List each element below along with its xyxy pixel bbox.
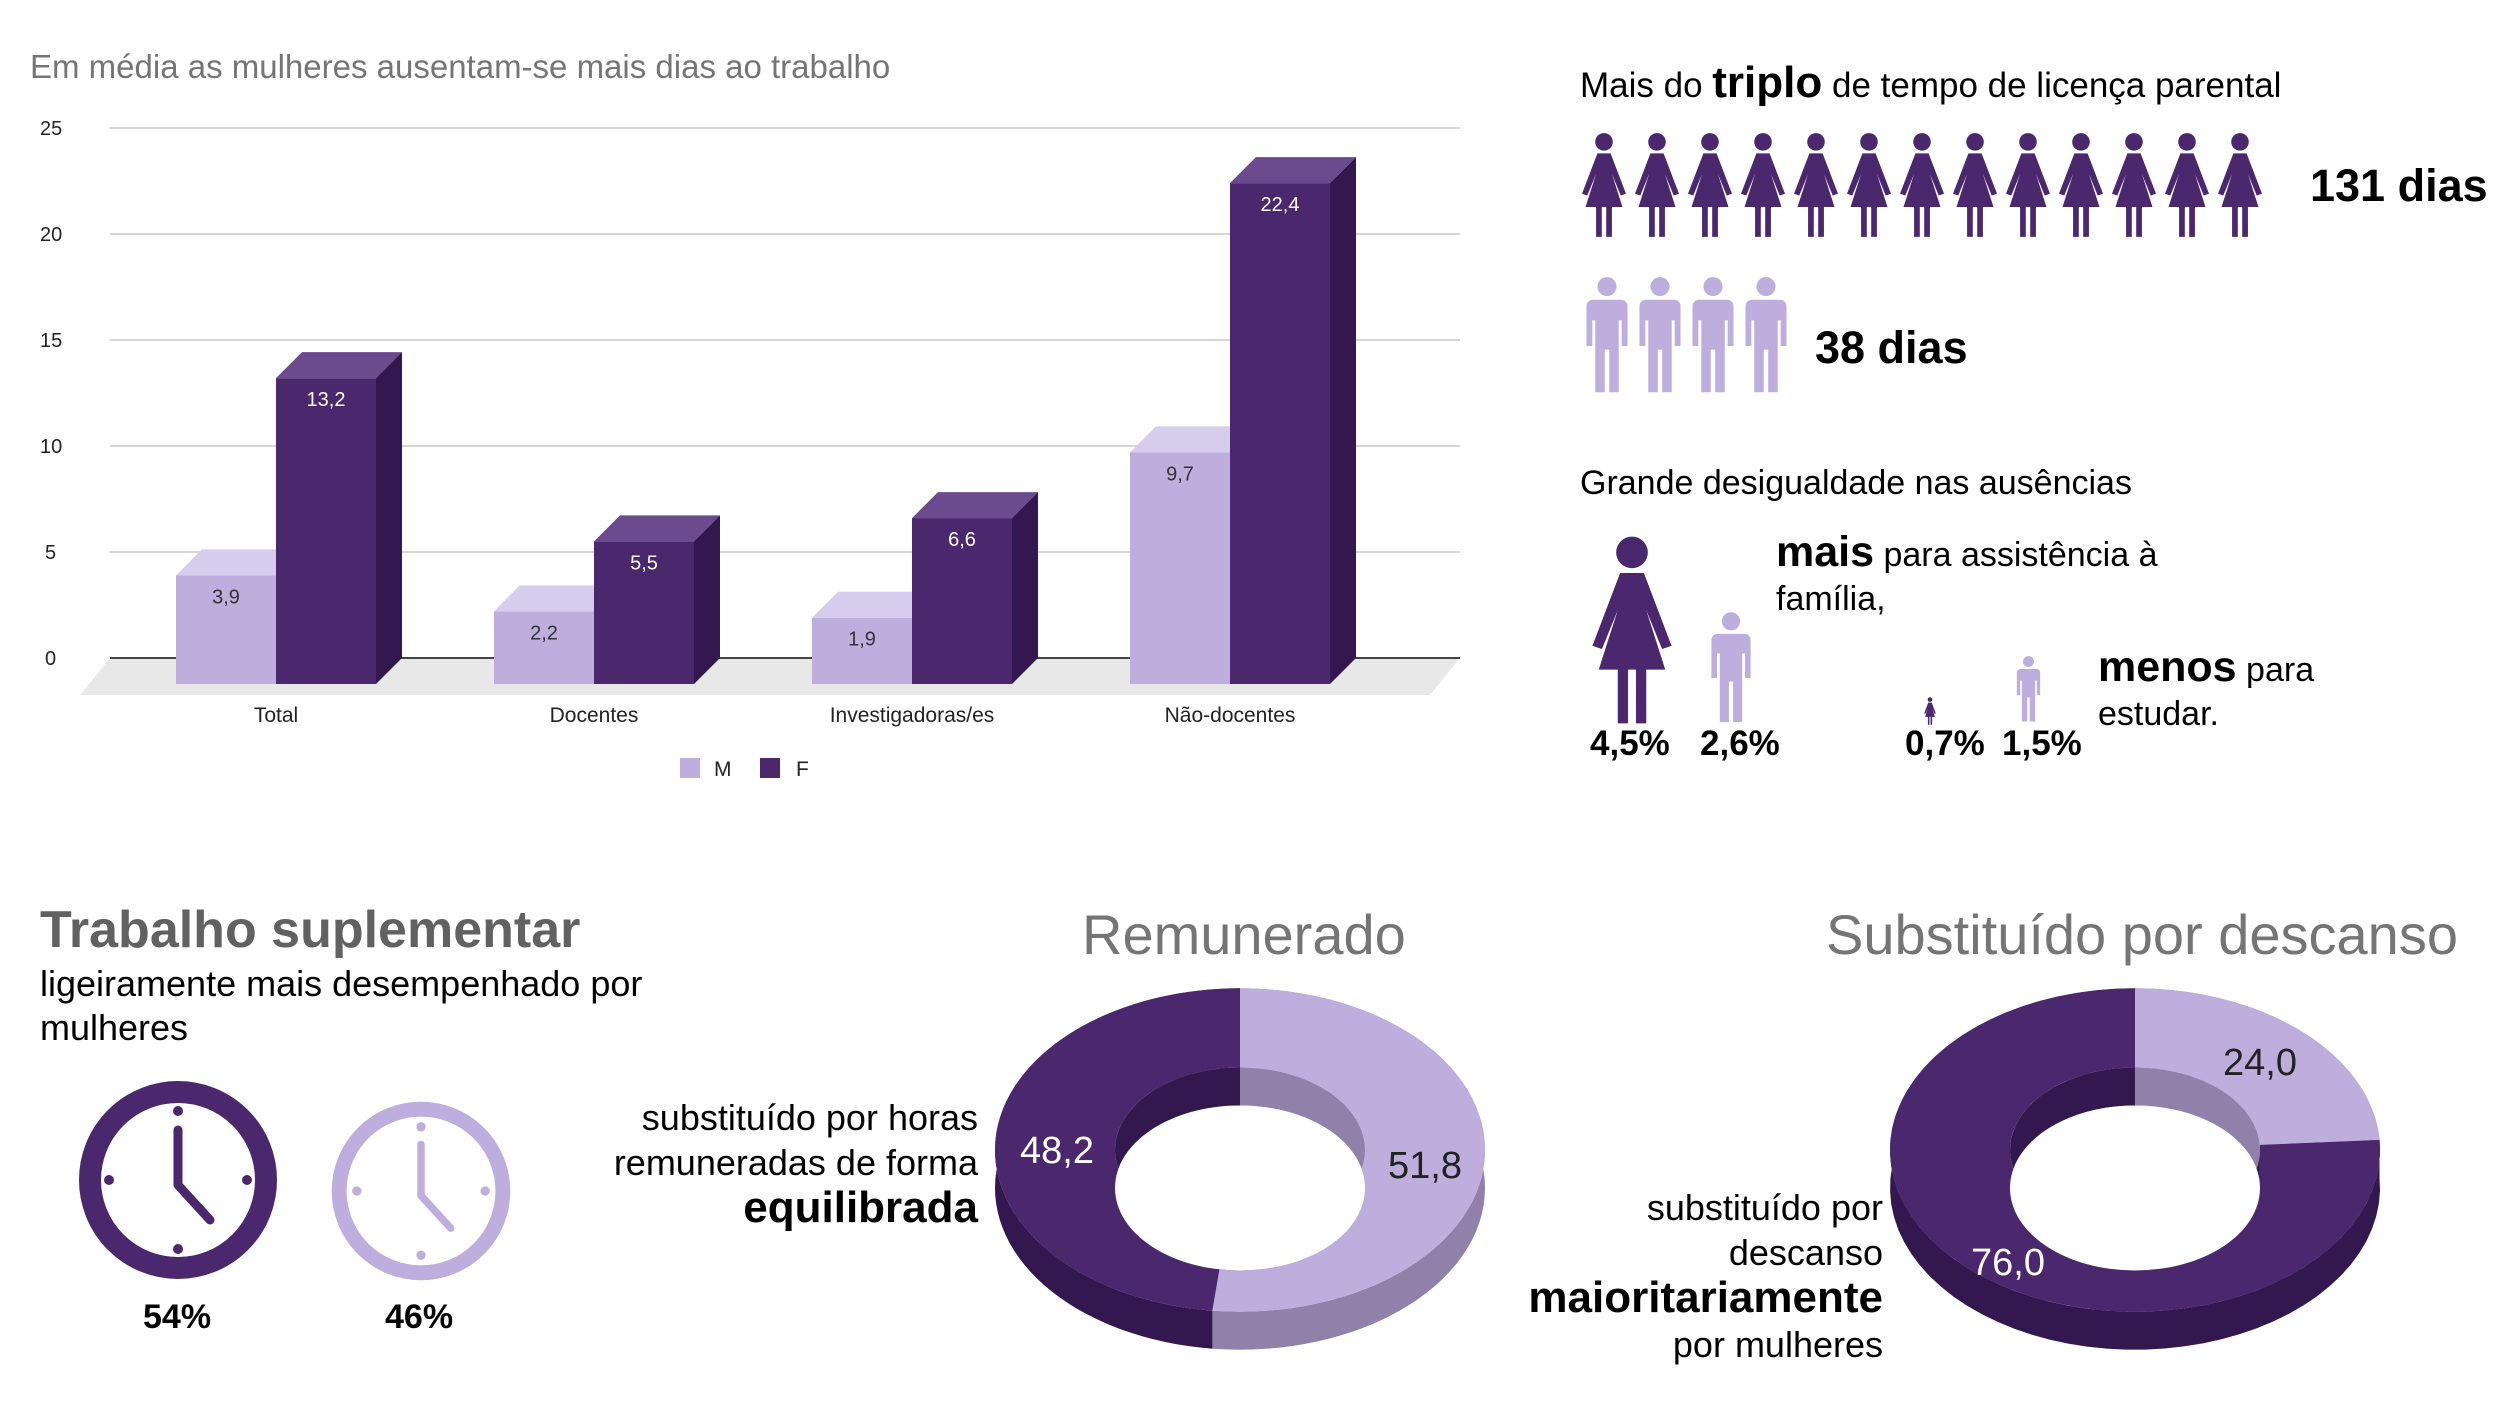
woman-icon [1953, 122, 1997, 253]
data-label-f: 13,2 [307, 389, 346, 411]
men-days: 38 dias [1815, 322, 1968, 373]
supplementary-subtitle: ligeiramente mais desempenhado por mulhe… [40, 963, 643, 1048]
data-label-m: 2,2 [530, 622, 558, 644]
rest-donut-chart: 24,0 76,0 [1890, 988, 2380, 1350]
donut-data-label: 24,0 [2223, 1042, 2297, 1084]
bar-f [276, 352, 402, 684]
study-men-pct: 1,5% [2002, 724, 2082, 763]
woman-icon [1847, 122, 1891, 253]
donut-slice [2135, 988, 2380, 1145]
men-icon-row [1585, 272, 1788, 403]
donut-data-label: 48,2 [1020, 1130, 1094, 1172]
bar-f [912, 492, 1038, 684]
x-category-label: Não-docentes [1165, 704, 1296, 727]
data-label-m: 1,9 [848, 629, 876, 651]
woman-icon [2165, 122, 2209, 253]
rest-donut-title: Substituído por descanso [1826, 903, 2458, 966]
woman-icon-family [1592, 536, 1672, 724]
donut-hole [1115, 1067, 1365, 1271]
woman-icon [1582, 122, 1626, 253]
bars [176, 157, 1356, 684]
paid-donut-title: Remunerado [1082, 903, 1406, 966]
data-label-m: 9,7 [1166, 463, 1194, 485]
family-men-pct: 2,6% [1700, 724, 1780, 763]
donut-slice [1890, 988, 2380, 1312]
woman-icon [2218, 122, 2262, 253]
data-label-f: 6,6 [948, 529, 976, 551]
x-category-label: Docentes [550, 704, 639, 727]
bar-f [1230, 157, 1356, 684]
man-icon-family [1711, 612, 1751, 723]
man-icon-study [2016, 656, 2041, 722]
paid-donut-chart: 51,8 48,2 [995, 988, 1485, 1350]
y-tick-label: 5 [45, 542, 56, 564]
study-women-pct: 0,7% [1905, 724, 1985, 763]
paid-description: substituído por horas remuneradas de for… [613, 1097, 978, 1232]
clock-icon-women [79, 1081, 277, 1279]
woman-icon [1688, 122, 1732, 253]
man-icon [1691, 272, 1735, 403]
woman-icon [2006, 122, 2050, 253]
y-tick-label: 25 [40, 118, 62, 140]
woman-icon [1900, 122, 1944, 253]
clock-icon-men [331, 1101, 511, 1281]
woman-icon [1794, 122, 1838, 253]
parental-leave-title: Mais do triplo de tempo de licença paren… [1580, 58, 2282, 107]
supplementary-women-pct: 54% [143, 1298, 212, 1336]
family-women-pct: 4,5% [1590, 724, 1670, 763]
legend-label-f: F [796, 758, 809, 781]
x-category-label: Total [254, 704, 298, 727]
y-tick-label: 10 [40, 436, 62, 458]
data-label-f: 22,4 [1261, 194, 1300, 216]
legend-label-m: M [714, 758, 732, 781]
legend-swatch-f [760, 758, 780, 778]
chart-floor [80, 658, 1460, 695]
bar-chart-title: Em média as mulheres ausentam-se mais di… [30, 48, 891, 85]
absences-title: Grande desigualdade nas ausências [1580, 464, 2132, 502]
woman-icon [2112, 122, 2156, 253]
y-tick-label: 15 [40, 330, 62, 352]
woman-icon [2059, 122, 2103, 253]
supplementary-title: Trabalho suplementar [40, 901, 581, 959]
study-text: menos para estudar. [2098, 643, 2315, 733]
women-days: 131 dias [2310, 160, 2488, 211]
rest-description: substituído por descanso maioritariament… [1528, 1187, 1883, 1365]
legend-swatch-m [680, 758, 700, 778]
bar-chart: 0 5 10 15 20 25 Total Docentes Investiga… [40, 118, 1460, 781]
donut-data-label: 76,0 [1971, 1242, 2045, 1284]
y-tick-label: 20 [40, 224, 62, 246]
woman-icon-study [1924, 697, 1936, 725]
donut-hole [2010, 1067, 2260, 1271]
x-category-label: Investigadoras/es [830, 704, 995, 727]
woman-icon [1741, 122, 1785, 253]
family-text: mais para assistência à família, [1776, 528, 2158, 618]
data-label-f: 5,5 [630, 552, 658, 574]
man-icon [1585, 272, 1629, 403]
bar-f [594, 515, 720, 684]
man-icon [1744, 272, 1788, 403]
donut-side [1212, 988, 1485, 1350]
y-tick-label: 0 [45, 648, 56, 670]
man-icon [1638, 272, 1682, 403]
supplementary-men-pct: 46% [385, 1298, 454, 1336]
donut-data-label: 51,8 [1388, 1145, 1462, 1187]
women-icon-row [1582, 122, 2262, 253]
woman-icon [1635, 122, 1679, 253]
data-label-m: 3,9 [212, 586, 240, 608]
